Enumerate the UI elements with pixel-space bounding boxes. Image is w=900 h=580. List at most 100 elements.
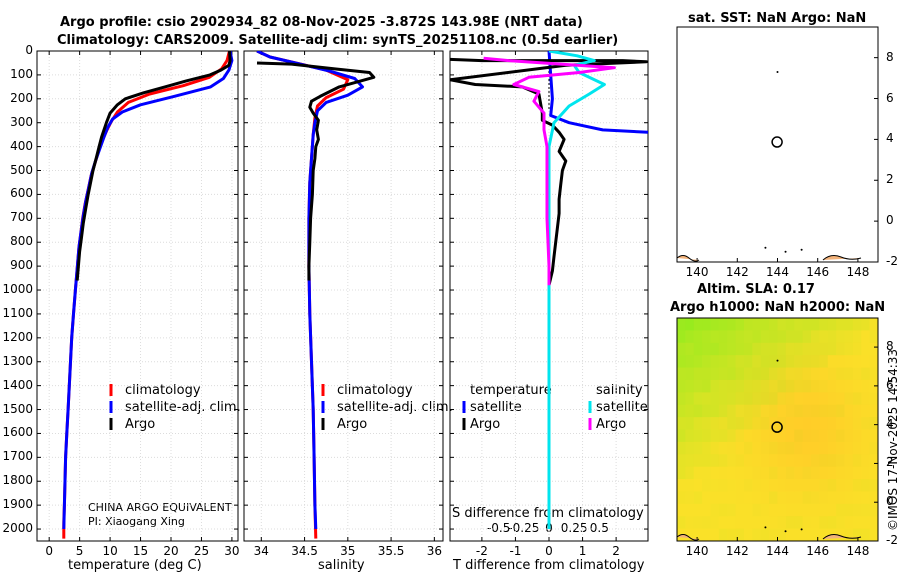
series-layer [62, 51, 648, 539]
sla-cell [727, 466, 737, 480]
legend-salinity-header: salinity [596, 383, 643, 398]
panel-frame [243, 50, 444, 542]
sla-cell [710, 330, 720, 344]
sla-cell [794, 318, 804, 331]
sla-cell [861, 318, 871, 331]
legend-t-argo: Argo [470, 417, 501, 432]
sla-cell [702, 367, 712, 381]
figure-title-line2: Climatology: CARS2009. Satellite-adj cli… [57, 33, 619, 48]
sla-cell [769, 441, 779, 455]
sla-cell [685, 355, 695, 369]
sla-cell [735, 379, 745, 393]
sla-cell [677, 441, 686, 455]
sla-cell [727, 429, 737, 443]
sla-cell [852, 417, 862, 431]
map-y-tick-label: 6 [886, 377, 894, 392]
sla-cell [752, 479, 762, 493]
island-dot [764, 246, 767, 249]
sla-cell [735, 479, 745, 493]
sla-cell [702, 342, 712, 356]
sla-cell [802, 342, 812, 356]
sla-cell [802, 454, 812, 468]
sla-cell [785, 479, 795, 493]
depth-tick-label: 1000 [2, 282, 33, 297]
sla-cell [710, 454, 720, 468]
sla-cell [852, 367, 862, 381]
s-diff-tick-label: -0.5 [486, 521, 511, 535]
sla-cell [861, 429, 871, 443]
sla-cell [785, 355, 795, 369]
sla-cell [677, 379, 686, 393]
depth-tick-label: 700 [10, 210, 33, 225]
sla-cell [752, 404, 762, 418]
sla-cell [785, 367, 795, 381]
sla-cell [760, 491, 770, 505]
sla-cell [710, 466, 720, 480]
sla-cell [760, 342, 770, 356]
sla-cell [752, 355, 762, 369]
sla-cell [735, 367, 745, 381]
sla-cell [811, 466, 820, 480]
sla-cell [785, 516, 795, 530]
island-dot [784, 250, 787, 253]
sla-cell [685, 516, 695, 530]
map-x-tick-label: 142 [725, 265, 749, 279]
sla-cell [702, 379, 712, 393]
sla-cell [836, 429, 846, 443]
sla-cell [702, 417, 712, 431]
sla-cell [685, 454, 695, 468]
sla-cell [693, 466, 703, 480]
sla-cell [693, 454, 703, 468]
sla-cell [735, 528, 745, 541]
sla-cell [727, 528, 737, 541]
sla-cell [777, 318, 787, 331]
sla-cell [802, 466, 812, 480]
map-y-tick-label: 0 [886, 213, 894, 228]
series-line-salinity-argo [483, 56, 616, 286]
sla-cell [677, 491, 686, 505]
sla-cell [735, 392, 745, 406]
sla-cell [710, 367, 720, 381]
sla-cell [760, 516, 770, 530]
sla-cell [752, 429, 762, 443]
panel-series [256, 51, 376, 539]
sla-cell [752, 342, 762, 356]
legend-climatology-sal: climatology [337, 383, 413, 398]
sla-cell [852, 429, 862, 443]
sla-cell [819, 355, 829, 369]
institution-label: CHINA ARGO EQUIVALENT [88, 501, 232, 514]
sla-cell [785, 503, 795, 517]
sla-cell [785, 528, 795, 541]
sla-cell [702, 528, 712, 541]
sla-cell [677, 516, 686, 530]
sla-cell [685, 379, 695, 393]
sla-cell [752, 417, 762, 431]
sla-cell [802, 330, 812, 344]
sla-cell [827, 367, 837, 381]
sla-cell [727, 342, 737, 356]
sla-cell [769, 466, 779, 480]
sla-cell [710, 355, 720, 369]
sla-cell [718, 479, 728, 493]
sla-cell [827, 479, 837, 493]
sla-cell [744, 454, 753, 468]
map-x-tick-label: 140 [685, 265, 709, 279]
sla-cell [744, 392, 753, 406]
x-tick-label: 1 [578, 544, 587, 558]
sla-cell [727, 318, 737, 331]
sla-cell [836, 318, 846, 331]
sla-cell [827, 355, 837, 369]
sla-cell [794, 367, 804, 381]
sla-cell [869, 379, 878, 393]
depth-tick-label: 1400 [2, 377, 33, 392]
sla-cell [836, 528, 846, 541]
sla-cell [735, 516, 745, 530]
sla-cell [727, 379, 737, 393]
pi-label: PI: Xiaogang Xing [88, 515, 185, 528]
sla-cell [718, 355, 728, 369]
sla-cell [710, 392, 720, 406]
sla-cell [677, 479, 686, 493]
sla-cell [852, 516, 862, 530]
sla-cell [852, 479, 862, 493]
sla-cell [852, 466, 862, 480]
